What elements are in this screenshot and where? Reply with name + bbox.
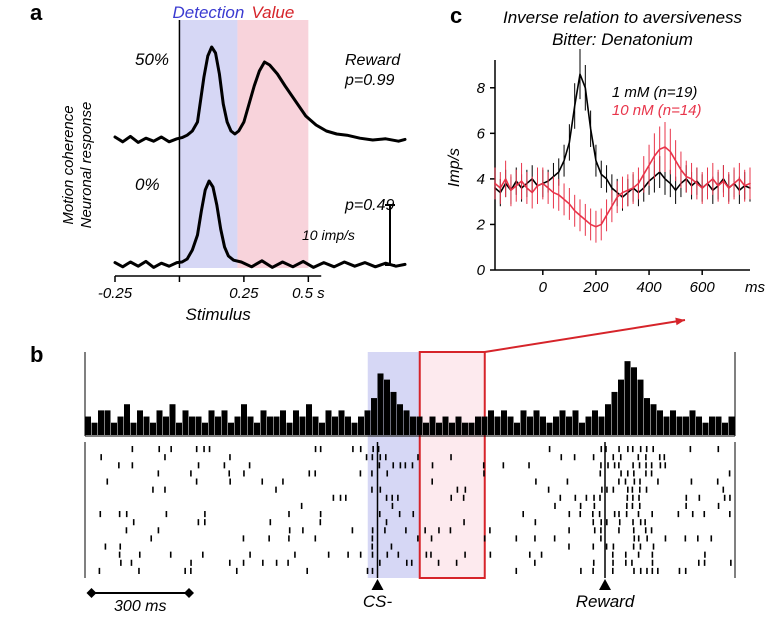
svg-text:ms: ms	[745, 279, 765, 296]
svg-text:Reward: Reward	[345, 52, 401, 69]
svg-text:Inverse relation to aversivene: Inverse relation to aversiveness	[503, 8, 743, 27]
panel-b: CS-Reward300 msb	[55, 340, 745, 610]
svg-text:p=0.99: p=0.99	[344, 72, 394, 89]
svg-text:0: 0	[477, 262, 486, 279]
svg-text:Bitter: Denatonium: Bitter: Denatonium	[552, 30, 693, 49]
svg-text:Reward: Reward	[576, 592, 635, 611]
svg-text:10 nM (n=14): 10 nM (n=14)	[612, 102, 702, 119]
svg-text:Value: Value	[251, 3, 294, 22]
svg-text:Neuronal response: Neuronal response	[78, 102, 95, 229]
svg-text:600: 600	[690, 279, 716, 296]
svg-text:0: 0	[539, 279, 548, 296]
svg-text:0%: 0%	[135, 175, 160, 194]
svg-text:b: b	[30, 342, 43, 367]
svg-text:Imp/s: Imp/s	[446, 148, 463, 187]
svg-text:10 imp/s: 10 imp/s	[302, 227, 355, 243]
svg-text:6: 6	[477, 125, 486, 142]
svg-text:4: 4	[477, 171, 485, 188]
svg-text:-0.25: -0.25	[98, 285, 133, 302]
panel-a: DetectionValue50%Rewardp=0.990%p=0.4910 …	[55, 10, 415, 330]
svg-text:Motion coherence: Motion coherence	[60, 105, 77, 224]
svg-text:50%: 50%	[135, 50, 169, 69]
svg-text:0.25: 0.25	[229, 285, 259, 302]
panel-c: 0 2 4 6 8 0 200 400 600 ms Imp/s Inverse relation t…	[445, 5, 765, 305]
svg-text:1 mM (n=19): 1 mM (n=19)	[612, 84, 697, 101]
svg-text:a: a	[30, 0, 43, 25]
svg-text:300 ms: 300 ms	[114, 598, 166, 615]
svg-text:8: 8	[477, 80, 486, 97]
svg-text:c: c	[450, 3, 462, 28]
svg-text:200: 200	[582, 279, 609, 296]
svg-text:0.5 s: 0.5 s	[292, 285, 325, 302]
svg-text:Detection: Detection	[173, 3, 245, 22]
svg-text:CS-: CS-	[363, 592, 393, 611]
svg-text:Stimulus: Stimulus	[186, 305, 252, 324]
svg-text:400: 400	[637, 279, 663, 296]
svg-text:2: 2	[476, 216, 486, 233]
